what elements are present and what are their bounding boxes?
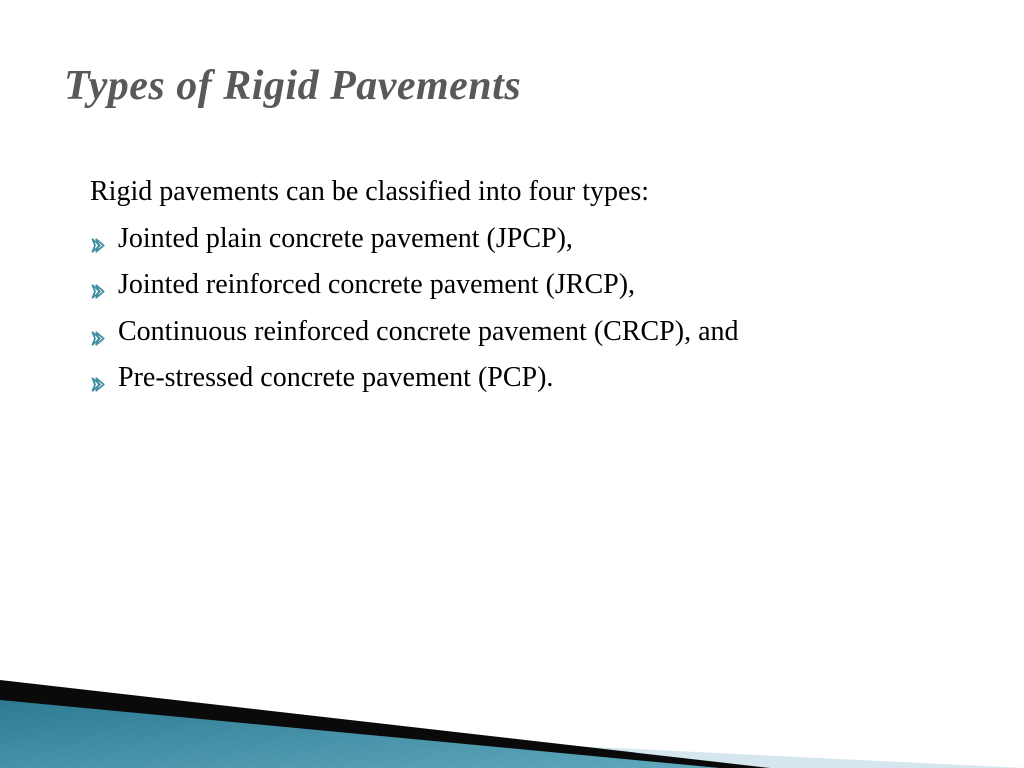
list-item: Continuous reinforced concrete pavement … [90, 312, 964, 353]
chevron-right-icon [90, 271, 105, 312]
intro-text: Rigid pavements can be classified into f… [90, 172, 964, 213]
slide-title: Types of Rigid Pavements [64, 62, 521, 110]
bullet-list: Jointed plain concrete pavement (JPCP), … [90, 219, 964, 399]
list-item-label: Pre-stressed concrete pavement (PCP). [118, 362, 553, 393]
list-item-label: Jointed plain concrete pavement (JPCP), [118, 223, 573, 254]
slide: Types of Rigid Pavements Rigid pavements… [0, 0, 1024, 768]
chevron-right-icon [90, 318, 105, 359]
chevron-right-icon [90, 364, 105, 405]
list-item-label: Jointed reinforced concrete pavement (JR… [118, 269, 635, 300]
chevron-right-icon [90, 225, 105, 266]
slide-body: Rigid pavements can be classified into f… [90, 172, 964, 405]
list-item: Pre-stressed concrete pavement (PCP). [90, 358, 964, 399]
list-item-label: Continuous reinforced concrete pavement … [118, 316, 739, 347]
decorative-footer-shape [0, 608, 1024, 768]
list-item: Jointed reinforced concrete pavement (JR… [90, 265, 964, 306]
list-item: Jointed plain concrete pavement (JPCP), [90, 219, 964, 260]
